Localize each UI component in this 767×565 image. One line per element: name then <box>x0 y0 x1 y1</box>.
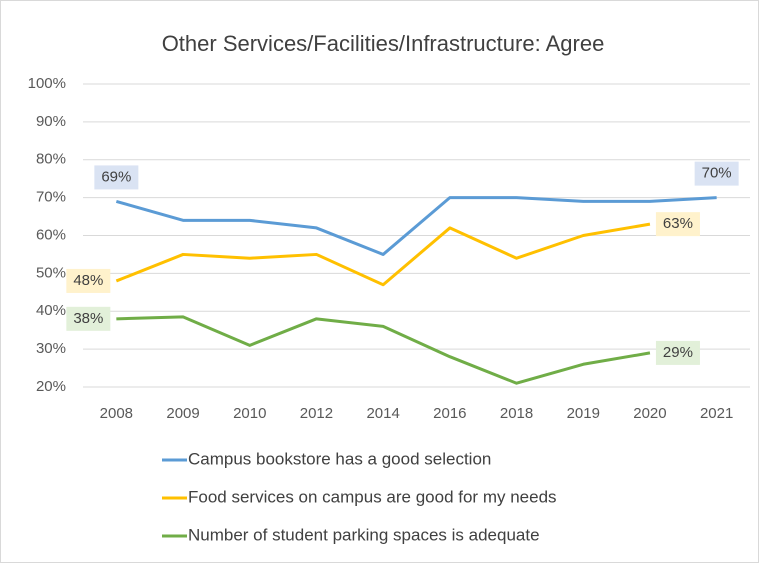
data-label-box <box>655 340 700 365</box>
chart-title: Other Services/Facilities/Infrastructure… <box>162 31 605 56</box>
y-tick-label: 100% <box>28 75 66 92</box>
data-label: 38% <box>66 306 111 331</box>
legend-label: Campus bookstore has a good selection <box>188 449 491 468</box>
x-tick-label: 2018 <box>500 405 533 422</box>
x-tick-label: 2008 <box>100 405 133 422</box>
x-tick-label: 2019 <box>567 405 600 422</box>
data-label-text: 29% <box>663 344 693 361</box>
data-label-text: 69% <box>101 168 131 185</box>
data-label-box <box>694 161 739 186</box>
series-line <box>115 196 717 256</box>
data-label-text: 38% <box>73 310 103 327</box>
data-label-box <box>94 165 139 190</box>
data-label: 69% <box>94 165 139 190</box>
data-label: 48% <box>66 268 111 293</box>
data-label-text: 70% <box>702 165 732 182</box>
y-tick-label: 50% <box>36 264 66 281</box>
x-tick-label: 2021 <box>700 405 733 422</box>
legend-label: Number of student parking spaces is adeq… <box>188 525 540 544</box>
y-tick-label: 90% <box>36 113 66 130</box>
data-label-box <box>66 268 111 293</box>
data-label-box <box>655 212 700 237</box>
y-tick-label: 80% <box>36 151 66 168</box>
data-label-box <box>66 306 111 331</box>
data-label: 29% <box>655 340 700 365</box>
x-tick-label: 2016 <box>433 405 466 422</box>
data-label-text: 63% <box>663 215 693 232</box>
x-tick-label: 2020 <box>633 405 666 422</box>
x-tick-label: 2014 <box>366 405 399 422</box>
y-tick-label: 40% <box>36 302 66 319</box>
data-label: 70% <box>694 161 739 186</box>
x-tick-label: 2012 <box>300 405 333 422</box>
y-tick-label: 30% <box>36 340 66 357</box>
x-tick-label: 2009 <box>166 405 199 422</box>
x-tick-label: 2010 <box>233 405 266 422</box>
series-line <box>115 222 651 287</box>
series-line <box>116 315 651 385</box>
y-tick-label: 20% <box>36 378 66 395</box>
y-tick-label: 70% <box>36 189 66 206</box>
data-label: 63% <box>655 212 700 237</box>
legend-label: Food services on campus are good for my … <box>188 487 557 506</box>
y-tick-label: 60% <box>36 226 66 243</box>
data-label-text: 48% <box>73 272 103 289</box>
